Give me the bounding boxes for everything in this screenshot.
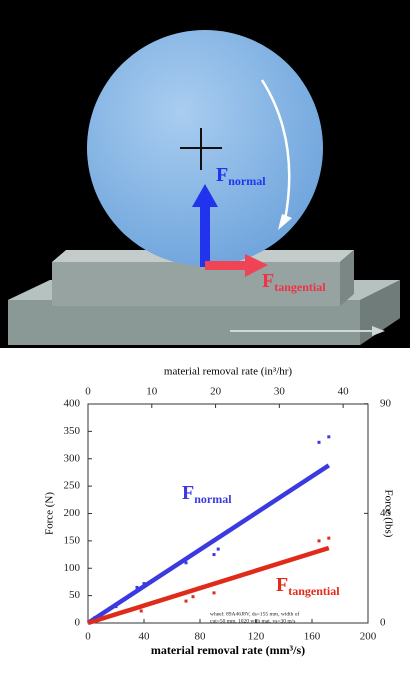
x-tick-label: 200 [360, 631, 377, 643]
x-tick-label: 0 [85, 631, 91, 643]
point [185, 561, 188, 564]
note: wheel: 89A46J8V, ds=155 mm, width of [210, 610, 299, 617]
y-tick-label: 400 [64, 398, 81, 410]
x2-axis-title: material removal rate (in³/hr) [164, 366, 293, 378]
point [213, 553, 216, 556]
chart-panel [40, 352, 396, 676]
x2-tick-label: 20 [210, 386, 222, 398]
point [143, 582, 146, 585]
y-tick-label: 350 [64, 425, 81, 437]
y-tick-label: 250 [64, 480, 81, 492]
x-axis-title: material removal rate (mm³/s) [151, 643, 305, 657]
series-name: normal [194, 492, 232, 506]
y2-tick-label: 90 [380, 397, 392, 409]
point [185, 600, 188, 603]
x2-tick-label: 40 [338, 386, 350, 398]
x2-tick-label: 10 [146, 386, 158, 398]
series-name: tangential [288, 584, 340, 598]
point [318, 539, 321, 542]
point [115, 613, 118, 616]
page: Fnormal Ftangential 05010015020025030035… [0, 0, 410, 683]
y-tick-label: 300 [64, 452, 81, 464]
point [140, 609, 143, 612]
y-tick-label: 50 [69, 589, 81, 601]
x-tick-label: 120 [248, 631, 265, 643]
x-tick-label: 40 [139, 631, 151, 643]
y-tick-label: 200 [64, 507, 81, 519]
point [217, 548, 220, 551]
y-tick-label: 150 [64, 534, 81, 546]
y-tick-label: 0 [75, 617, 81, 629]
note: cut=50 mm, 1020 with mat, vs=30 m/s [210, 618, 295, 624]
x2-tick-label: 0 [85, 386, 91, 398]
y-tick-label: 100 [64, 562, 81, 574]
point [115, 605, 118, 608]
point [213, 591, 216, 594]
series-symbol: F [276, 574, 288, 596]
point [192, 595, 195, 598]
y2-axis-title: Force (lbs) [382, 490, 394, 538]
x2-tick-label: 30 [274, 386, 286, 398]
x-tick-label: 80 [195, 631, 207, 643]
series-symbol: F [182, 482, 194, 504]
y2-tick-label: 0 [380, 617, 386, 629]
point [94, 616, 97, 619]
y-axis-title: Force (N) [44, 492, 56, 535]
point [136, 586, 139, 589]
tangential-arrow [205, 261, 247, 270]
point [327, 435, 330, 438]
x-tick-label: 160 [304, 631, 321, 643]
point [318, 441, 321, 444]
point [327, 537, 330, 540]
normal-arrow [200, 205, 210, 267]
